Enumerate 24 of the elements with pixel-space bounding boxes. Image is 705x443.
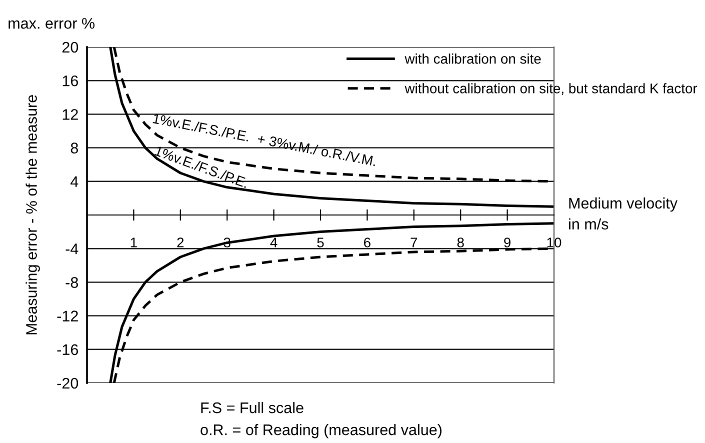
y-tick-label: -12	[57, 310, 78, 322]
x-tick-label: 8	[457, 238, 464, 248]
x-tick-label: 1	[130, 238, 137, 248]
y-tick-label: 16	[62, 75, 78, 86]
y-tick-label: 4	[70, 176, 78, 187]
x-tick-label: 6	[364, 238, 370, 248]
x-axis-title: Medium velocity in m/s	[569, 197, 678, 230]
x-tick-label: 7	[410, 238, 418, 248]
x-tick-label: 9	[504, 238, 511, 248]
y-tick-label: -16	[57, 344, 78, 356]
x-tick-label: 2	[177, 238, 184, 248]
y-tick-label: -4	[66, 244, 78, 254]
legend-label: with calibration on site	[404, 54, 541, 64]
y-tick-label: -20	[57, 378, 78, 389]
y-tick-label: -8	[66, 277, 78, 288]
x-tick-label: 4	[270, 238, 278, 248]
y-axis-title: Measuring error - % of the measure	[26, 95, 40, 334]
x-tick-label: 5	[317, 238, 324, 248]
y-tick-label: 12	[62, 109, 78, 120]
y-tick-label: 8	[70, 142, 78, 154]
text: F.S = Full scale	[201, 402, 304, 414]
text: o.R. = of Reading (measured value)	[200, 424, 442, 438]
chart-title: max. error %	[8, 18, 95, 29]
y-tick-label: 20	[62, 42, 78, 53]
